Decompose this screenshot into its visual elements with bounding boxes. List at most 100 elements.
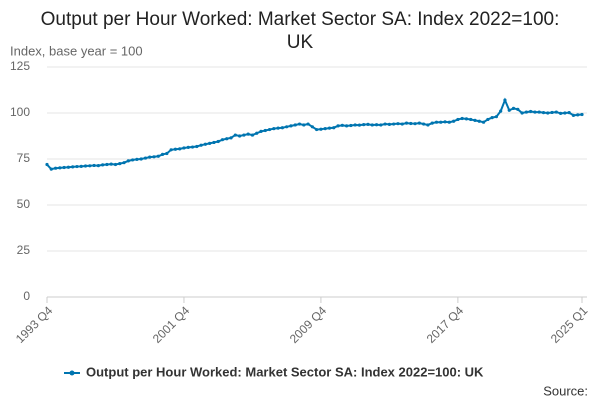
point <box>533 110 537 114</box>
point <box>327 126 332 130</box>
y-axis-label: Index, base year = 100 <box>10 43 143 58</box>
point <box>263 128 267 133</box>
point <box>430 121 434 125</box>
point <box>400 122 404 126</box>
point <box>494 115 498 119</box>
x-tick-label: 2025 Q1 <box>548 303 591 346</box>
point <box>323 127 327 131</box>
point <box>250 133 255 137</box>
point <box>559 111 563 115</box>
point <box>336 124 340 128</box>
point <box>426 123 430 127</box>
point <box>246 132 250 136</box>
point <box>58 166 62 170</box>
point <box>216 139 220 144</box>
point <box>477 119 481 123</box>
point <box>302 123 306 127</box>
point <box>135 157 139 161</box>
point <box>96 164 100 168</box>
point <box>259 129 263 133</box>
point <box>357 123 362 127</box>
point <box>105 162 109 167</box>
y-tick-label: 0 <box>23 289 30 303</box>
point <box>238 134 242 138</box>
point <box>199 143 203 147</box>
point <box>49 167 53 171</box>
point <box>233 133 237 137</box>
point <box>203 142 207 146</box>
point <box>152 155 156 159</box>
point <box>413 122 417 126</box>
point <box>229 136 233 140</box>
point <box>396 122 400 126</box>
point <box>554 110 558 114</box>
point <box>319 127 323 131</box>
point <box>481 120 486 124</box>
point <box>550 110 554 115</box>
y-tick-label: 75 <box>17 151 31 165</box>
point <box>507 108 511 112</box>
point <box>460 116 464 121</box>
chart-title: Output per Hour Worked: Market Sector SA… <box>40 9 560 53</box>
point <box>225 137 229 141</box>
point <box>212 140 216 145</box>
point <box>529 109 533 114</box>
point <box>173 147 177 151</box>
point <box>345 124 349 128</box>
point <box>267 127 272 132</box>
point <box>332 126 336 130</box>
point <box>148 155 152 159</box>
point <box>452 119 456 123</box>
point <box>62 165 66 170</box>
point <box>92 163 96 168</box>
point <box>379 123 383 127</box>
point <box>353 123 357 127</box>
point <box>503 98 507 102</box>
point <box>443 120 447 124</box>
point <box>439 120 443 124</box>
point <box>242 133 246 137</box>
point <box>409 121 413 126</box>
point <box>546 111 550 115</box>
point <box>511 106 516 110</box>
point <box>417 121 421 125</box>
point <box>156 154 160 158</box>
point <box>524 110 528 114</box>
point <box>516 107 520 111</box>
point <box>392 122 396 126</box>
source: Source: <box>543 383 588 398</box>
y-tick-label: 50 <box>17 197 31 211</box>
point <box>387 122 391 127</box>
point <box>190 145 195 149</box>
point <box>374 123 379 127</box>
point <box>349 123 353 128</box>
point <box>143 156 148 160</box>
point <box>567 111 571 115</box>
point <box>580 112 584 117</box>
point <box>255 131 259 135</box>
point <box>456 117 460 122</box>
point <box>165 151 169 156</box>
point <box>113 162 118 167</box>
point <box>131 158 135 162</box>
point <box>160 152 165 156</box>
point <box>220 138 225 142</box>
point <box>178 147 182 151</box>
point <box>447 120 451 124</box>
x-tick-label: 2009 Q4 <box>287 303 330 346</box>
point <box>139 157 143 161</box>
point <box>469 117 473 122</box>
point <box>340 123 344 127</box>
point <box>276 126 280 130</box>
point <box>66 165 70 169</box>
point <box>186 145 190 150</box>
point <box>310 125 314 129</box>
point <box>541 111 546 115</box>
point <box>563 111 567 115</box>
point <box>285 125 289 129</box>
point <box>366 122 370 127</box>
point <box>79 164 83 168</box>
legend-marker <box>69 370 75 376</box>
